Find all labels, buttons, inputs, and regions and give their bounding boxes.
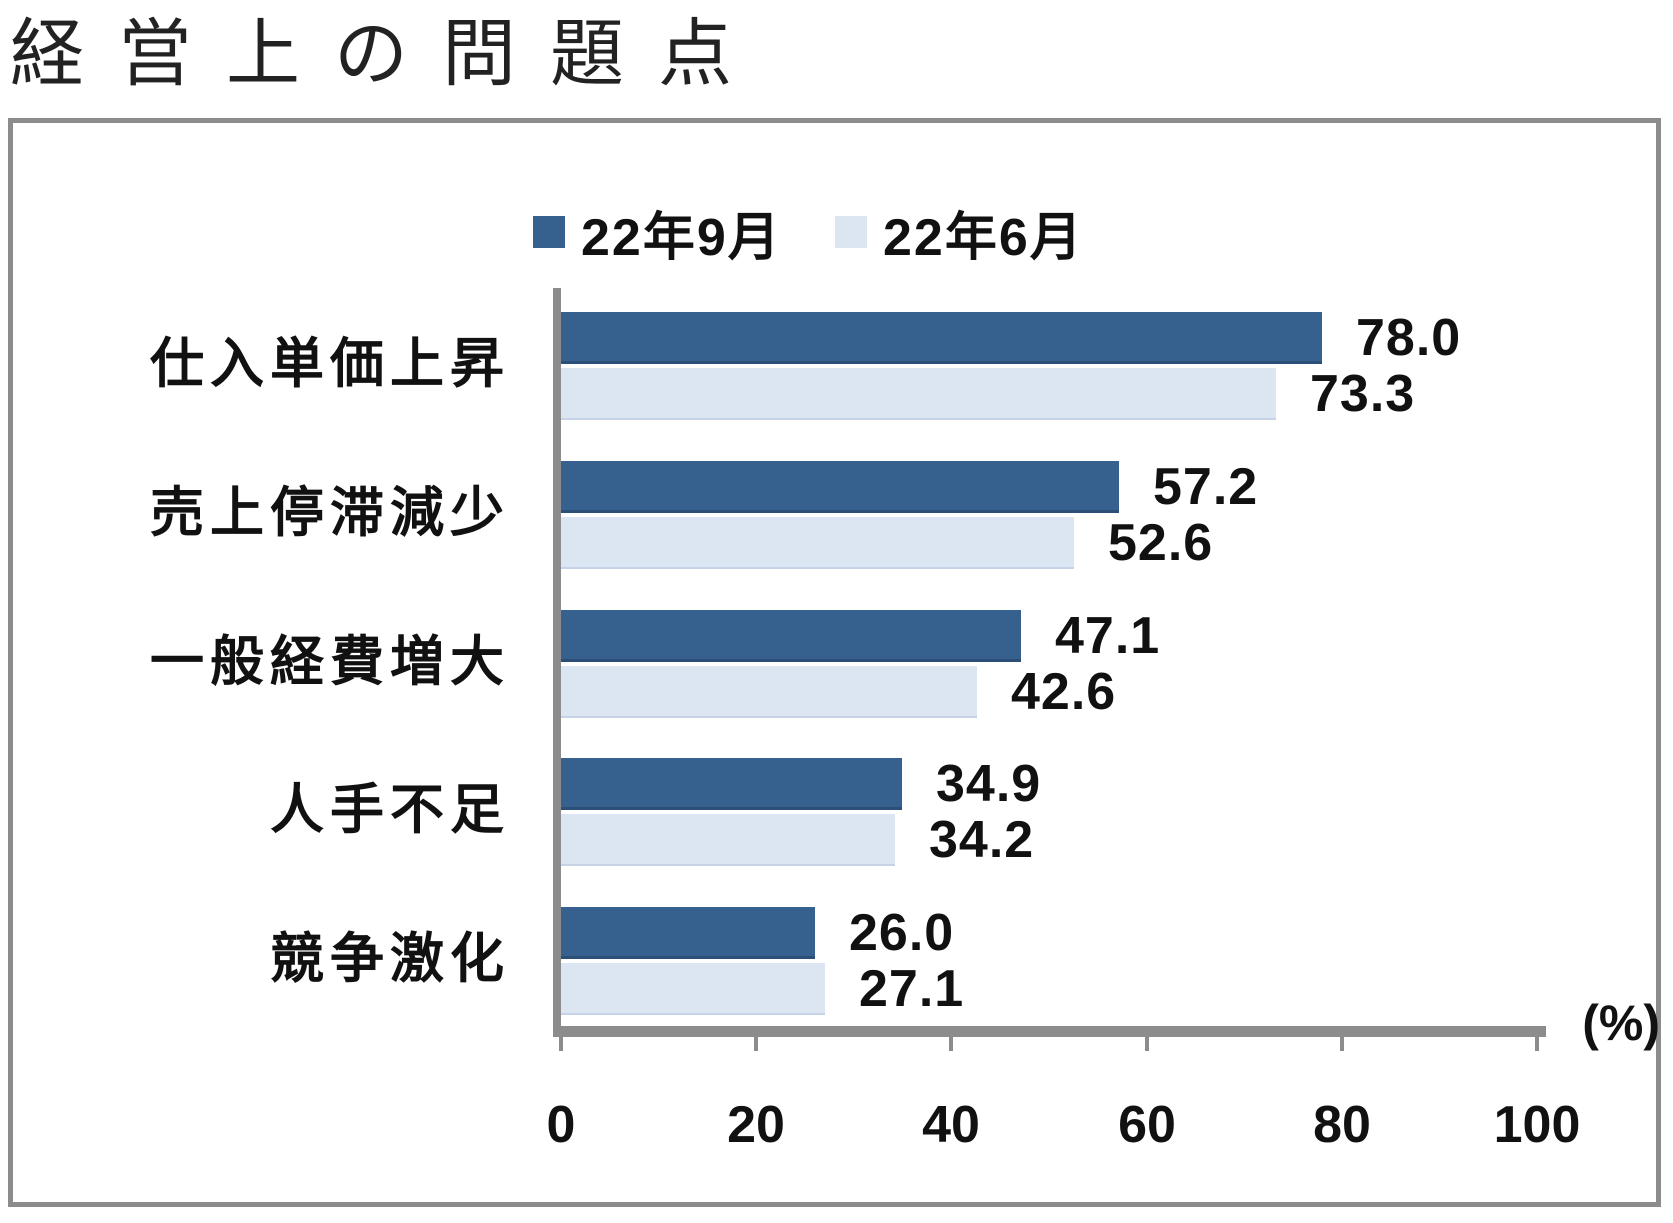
x-tick-label: 40 [922, 1096, 980, 1154]
value-label-jun22: 27.1 [859, 960, 965, 1018]
value-label-jun22: 52.6 [1108, 514, 1214, 572]
legend-label: 22年6月 [883, 208, 1084, 267]
x-tick-label: 100 [1493, 1096, 1581, 1154]
bar-sep22 [561, 312, 1322, 364]
legend-item-jun22: 22年6月 [835, 204, 1084, 267]
value-label-sep22: 47.1 [1055, 607, 1161, 665]
bar-jun22 [561, 666, 977, 718]
x-axis-unit-label: (%) [1582, 995, 1660, 1051]
legend-label: 22年9月 [581, 208, 782, 267]
bar-sep22 [561, 610, 1021, 662]
value-label-jun22: 73.3 [1310, 365, 1416, 423]
legend-swatch-sep22 [533, 216, 565, 248]
category-label: 売上停滞減少 [150, 483, 510, 543]
x-tick-mark [754, 1037, 758, 1051]
chart-frame [8, 118, 1661, 1207]
bar-jun22 [561, 963, 825, 1015]
x-tick-mark [559, 1037, 563, 1051]
legend-item-sep22: 22年9月 [533, 204, 782, 267]
x-tick-mark [949, 1037, 953, 1051]
value-label-sep22: 34.9 [936, 755, 1042, 813]
x-tick-label: 0 [546, 1096, 576, 1154]
category-label: 人手不足 [270, 780, 510, 840]
value-label-sep22: 26.0 [849, 904, 955, 962]
bar-sep22 [561, 758, 902, 810]
category-label: 仕入単価上昇 [150, 334, 510, 394]
x-tick-label: 20 [727, 1096, 785, 1154]
x-tick-mark [1535, 1037, 1539, 1051]
bar-jun22 [561, 814, 895, 866]
x-tick-mark [1145, 1037, 1149, 1051]
y-axis-line [553, 288, 561, 1026]
x-tick-label: 60 [1118, 1096, 1176, 1154]
x-tick-label: 80 [1313, 1096, 1371, 1154]
x-tick-mark [1340, 1037, 1344, 1051]
value-label-sep22: 78.0 [1356, 309, 1462, 367]
value-label-sep22: 57.2 [1153, 458, 1259, 516]
category-label: 競争激化 [270, 929, 510, 989]
bar-jun22 [561, 368, 1276, 420]
value-label-jun22: 34.2 [929, 811, 1035, 869]
legend-swatch-jun22 [835, 216, 867, 248]
x-axis-line [553, 1026, 1546, 1037]
bar-sep22 [561, 907, 815, 959]
bar-jun22 [561, 517, 1074, 569]
chart-title: 経営上の問題点 [10, 12, 766, 95]
category-label: 一般経費増大 [150, 632, 510, 692]
bar-sep22 [561, 461, 1119, 513]
value-label-jun22: 42.6 [1011, 663, 1117, 721]
